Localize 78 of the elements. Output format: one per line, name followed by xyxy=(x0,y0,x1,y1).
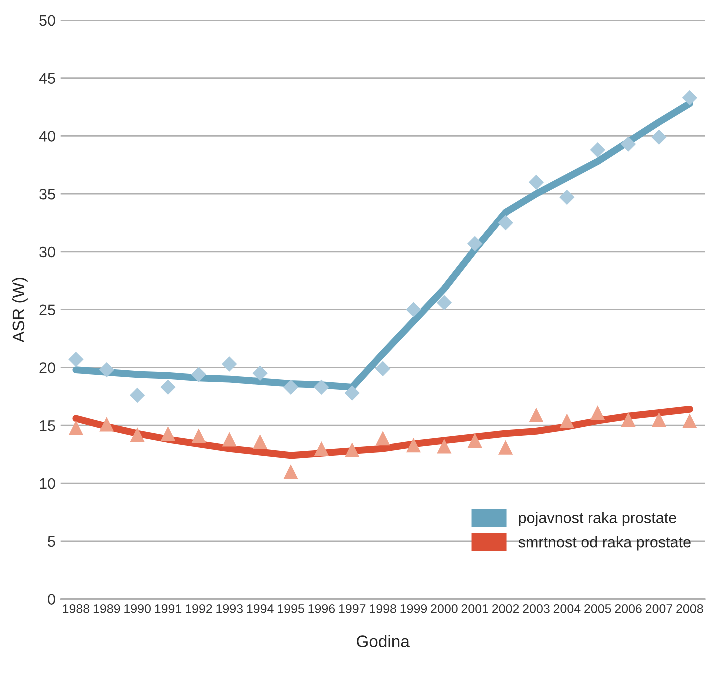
point xyxy=(68,420,84,436)
legend-label: smrtnost od raka prostate xyxy=(518,536,691,551)
point xyxy=(437,439,452,454)
y-tick-label: 25 xyxy=(40,304,56,316)
point xyxy=(436,295,452,311)
x-tick-label: 1991 xyxy=(155,604,182,614)
point xyxy=(376,431,390,446)
point xyxy=(620,136,636,152)
y-tick-label: 35 xyxy=(40,188,56,200)
x-tick-label: 1995 xyxy=(278,604,304,614)
point xyxy=(406,438,422,453)
y-tick-label: 20 xyxy=(40,362,56,374)
x-tick-label: 2005 xyxy=(584,604,612,614)
y-tick-label: 10 xyxy=(40,478,56,490)
y-tick-label: 30 xyxy=(40,246,56,258)
point xyxy=(682,414,698,428)
point xyxy=(68,352,84,368)
x-tick-label: 2006 xyxy=(615,604,642,614)
point xyxy=(498,215,514,231)
x-tick-label: 2008 xyxy=(676,604,704,614)
x-tick-label: 2002 xyxy=(492,604,520,614)
point xyxy=(345,442,360,458)
point xyxy=(314,380,330,396)
x-tick-label: 1988 xyxy=(63,604,90,614)
x-tick-label: 1994 xyxy=(247,604,274,614)
x-tick-label: 1989 xyxy=(94,604,120,614)
point xyxy=(99,362,114,378)
y-tick-label: 0 xyxy=(48,594,56,605)
point xyxy=(344,386,360,401)
point xyxy=(590,406,606,420)
x-tick-label: 1997 xyxy=(339,604,366,614)
point xyxy=(560,190,575,206)
x-tick-label: 1990 xyxy=(124,604,151,614)
point xyxy=(682,90,698,106)
point xyxy=(468,236,483,252)
point xyxy=(283,380,299,396)
point xyxy=(130,388,146,404)
legend-label: pojavnost raka prostate xyxy=(519,512,676,526)
y-tick-label: 45 xyxy=(39,73,56,84)
y-tick-label: 50 xyxy=(40,15,56,26)
x-tick-label: 2004 xyxy=(554,604,581,614)
point xyxy=(100,417,114,432)
x-tick-label: 2000 xyxy=(431,604,458,614)
x-tick-label: 1996 xyxy=(308,604,336,614)
x-tick-label: 1993 xyxy=(216,604,243,614)
point xyxy=(222,432,237,447)
point xyxy=(590,142,606,158)
point xyxy=(560,414,574,428)
point xyxy=(253,434,268,450)
y-tick-label: 40 xyxy=(39,131,56,142)
point xyxy=(284,464,298,480)
x-tick-label: 1992 xyxy=(186,604,212,614)
y-axis-title: ASR (W) xyxy=(12,278,28,343)
point xyxy=(621,412,636,428)
x-tick-label: 1999 xyxy=(400,604,428,614)
point xyxy=(160,380,176,396)
point xyxy=(406,302,422,318)
point xyxy=(652,412,667,428)
x-tick-label: 1998 xyxy=(370,604,396,614)
point xyxy=(314,441,329,456)
point xyxy=(468,433,482,448)
point xyxy=(160,426,176,442)
y-tick-label: 5 xyxy=(48,536,56,548)
x-tick-label: 2001 xyxy=(462,604,488,614)
point xyxy=(375,361,391,377)
point xyxy=(252,366,268,382)
point xyxy=(192,428,206,444)
point xyxy=(191,367,207,382)
x-axis-title: Godina xyxy=(357,635,410,648)
x-tick-label: 2003 xyxy=(523,604,550,614)
point xyxy=(222,356,238,372)
y-tick-label: 15 xyxy=(40,420,56,432)
point xyxy=(130,428,145,442)
point xyxy=(498,440,514,455)
point xyxy=(528,174,544,190)
point xyxy=(652,130,667,145)
point xyxy=(529,408,544,422)
x-tick-label: 2007 xyxy=(646,604,673,614)
